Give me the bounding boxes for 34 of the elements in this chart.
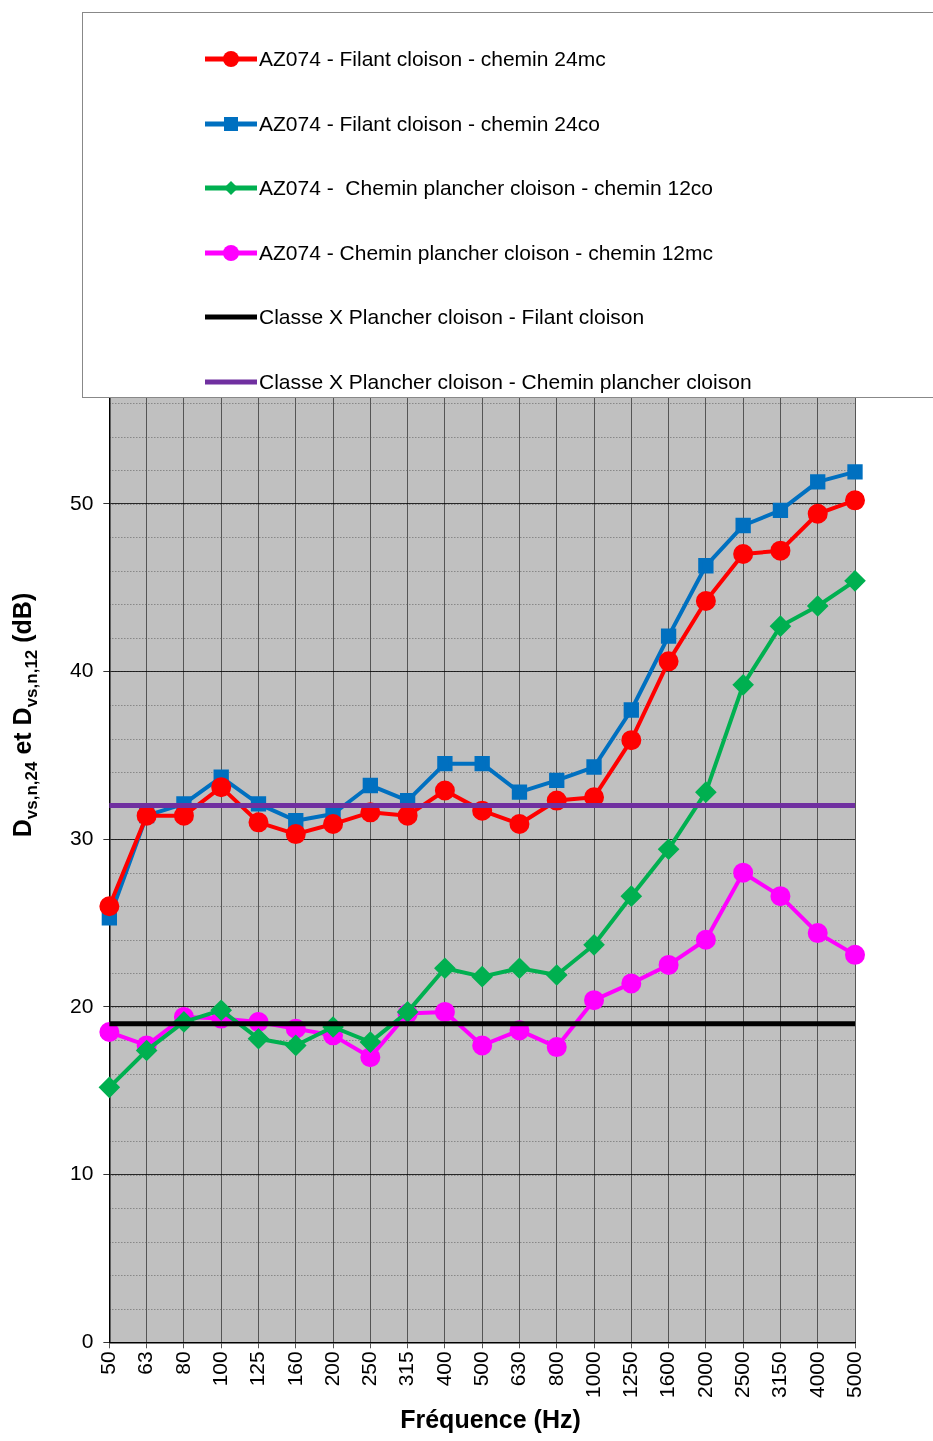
x-tick-label: 1600 xyxy=(655,1351,679,1398)
x-tick-label: 3150 xyxy=(767,1351,791,1398)
x-tick-label: 125 xyxy=(245,1351,269,1387)
legend-label: AZ074 - Filant cloison - chemin 24co xyxy=(259,111,600,136)
x-tick-label: 400 xyxy=(431,1351,455,1387)
x-tick-label: 5000 xyxy=(841,1351,865,1398)
x-tick-label: 1000 xyxy=(580,1351,604,1398)
x-tick-label: 2500 xyxy=(729,1351,753,1398)
x-tick-label: 1250 xyxy=(618,1351,642,1398)
x-tick-label: 800 xyxy=(543,1351,567,1387)
x-tick-label: 100 xyxy=(208,1351,231,1387)
x-tick-label: 630 xyxy=(506,1351,530,1387)
y-tick-label: 0 xyxy=(81,1329,94,1353)
legend-label: Classe X Plancher cloison - Chemin plancher cloison xyxy=(259,369,752,394)
y-tick-label: 40 xyxy=(70,658,94,682)
legend-label: Classe X Plancher cloison - Filant cloison xyxy=(259,305,645,330)
y-tick-label: 50 xyxy=(70,490,94,514)
x-tick-label: 500 xyxy=(468,1351,492,1387)
x-tick-label: 160 xyxy=(282,1351,306,1387)
x-tick-label: 200 xyxy=(319,1351,343,1387)
x-tick-label: 2000 xyxy=(692,1351,716,1398)
x-tick-label: 250 xyxy=(357,1351,381,1387)
legend-label: AZ074 - Chemin plancher cloison - chemin 12co xyxy=(259,176,714,201)
x-axis-title: Fréquence (Hz) xyxy=(399,1405,582,1434)
x-tick-label: 50 xyxy=(96,1351,120,1375)
x-tick-label: 63 xyxy=(133,1351,157,1375)
x-tick-label: 80 xyxy=(170,1351,194,1375)
y-tick-label: 20 xyxy=(70,993,94,1017)
y-tick-label: 30 xyxy=(70,825,94,849)
y-tick-label: 10 xyxy=(70,1161,94,1185)
x-tick-label: 4000 xyxy=(804,1351,828,1398)
x-tick-label: 315 xyxy=(394,1351,418,1387)
legend-label: AZ074 - Filant cloison - chemin 24mc xyxy=(259,47,606,72)
legend-label: AZ074 - Chemin plancher cloison - chemin 12mc xyxy=(259,240,714,265)
